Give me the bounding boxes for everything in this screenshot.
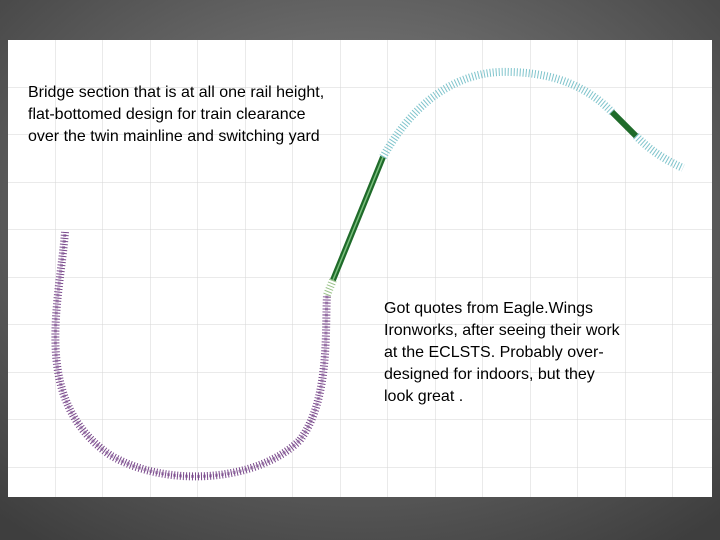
bridge-rail <box>332 156 384 281</box>
text-line: designed for indoors, but they <box>384 366 595 383</box>
text-line: look great . <box>384 388 464 405</box>
track-rails <box>53 231 329 478</box>
text-line: Ironworks, after seeing their work <box>384 322 620 339</box>
text-line: at the ECLSTS. Probably over- <box>384 344 604 361</box>
track-ties <box>379 67 615 159</box>
grid <box>8 40 712 497</box>
track <box>51 67 685 481</box>
text-line: flat-bottomed design for train clearance <box>28 106 306 123</box>
text-line: Got quotes from Eagle.Wings <box>384 300 593 317</box>
text-line: Bridge section that is at all one rail h… <box>28 84 325 101</box>
text-line: over the twin mainline and switching yar… <box>28 128 320 145</box>
quote-note: Got quotes from Eagle.Wings Ironworks, af… <box>384 298 620 408</box>
bridge-note: Bridge section that is at all one rail h… <box>28 82 324 148</box>
bridge <box>609 109 639 139</box>
